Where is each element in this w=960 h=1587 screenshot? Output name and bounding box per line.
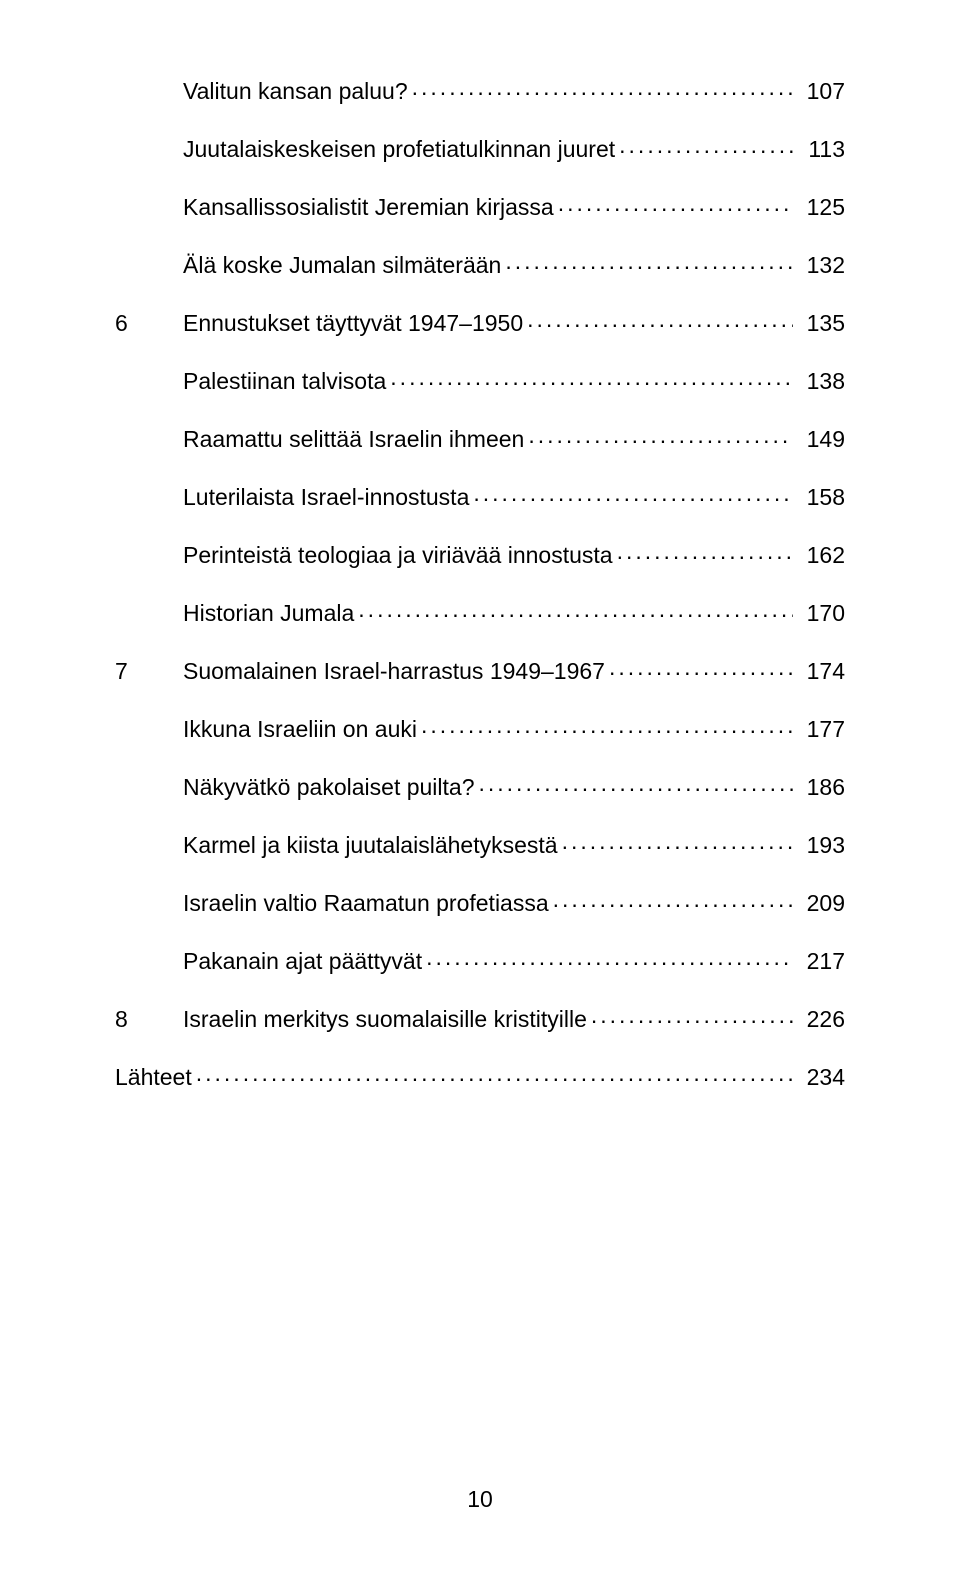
toc-page-number: 186 bbox=[797, 776, 845, 799]
toc-entry: 8 Israelin merkitys suomalaisille kristit… bbox=[115, 1004, 845, 1031]
toc-entry: Kansallissosialistit Jeremian kirjassa 12… bbox=[115, 192, 845, 219]
toc-title: Historian Jumala bbox=[183, 602, 354, 625]
dot-leader bbox=[505, 250, 793, 273]
dot-leader bbox=[609, 656, 793, 679]
toc-title: Ennustukset täyttyvät 1947–1950 bbox=[183, 312, 523, 335]
dot-leader bbox=[527, 308, 793, 331]
toc-title: Israelin valtio Raamatun profetiassa bbox=[183, 892, 549, 915]
dot-leader bbox=[562, 830, 793, 853]
chapter-number: 7 bbox=[115, 660, 153, 683]
toc-entry: 6 Ennustukset täyttyvät 1947–1950 135 bbox=[115, 308, 845, 335]
toc-page-number: 217 bbox=[797, 950, 845, 973]
toc-page-number: 177 bbox=[797, 718, 845, 741]
toc-page-number: 149 bbox=[797, 428, 845, 451]
dot-leader bbox=[473, 482, 793, 505]
page: Valitun kansan paluu?107Juutalaiskeskeis… bbox=[0, 0, 960, 1587]
chapter-number: 6 bbox=[115, 312, 153, 335]
toc-page-number: 125 bbox=[797, 196, 845, 219]
toc-entry: Näkyvätkö pakolaiset puilta? 186 bbox=[115, 772, 845, 799]
toc-title: Pakanain ajat päättyvät bbox=[183, 950, 422, 973]
dot-leader bbox=[412, 76, 793, 99]
toc-entry: Karmel ja kiista juutalaislähetyksestä 19… bbox=[115, 830, 845, 857]
dot-leader bbox=[390, 366, 793, 389]
toc-title: Perinteistä teologiaa ja viriävää innost… bbox=[183, 544, 613, 567]
toc-title: Ikkuna Israeliin on auki bbox=[183, 718, 417, 741]
dot-leader bbox=[358, 598, 793, 621]
toc-title: Näkyvätkö pakolaiset puilta? bbox=[183, 776, 475, 799]
toc-title: Luterilaista Israel-innostusta bbox=[183, 486, 469, 509]
toc-title: Raamattu selittää Israelin ihmeen bbox=[183, 428, 524, 451]
toc-title: Karmel ja kiista juutalaislähetyksestä bbox=[183, 834, 558, 857]
dot-leader bbox=[619, 134, 793, 157]
toc-page-number: 193 bbox=[797, 834, 845, 857]
dot-leader bbox=[196, 1062, 793, 1085]
toc-page-number: 132 bbox=[797, 254, 845, 277]
toc-title: Suomalainen Israel-harrastus 1949–1967 bbox=[183, 660, 605, 683]
dot-leader bbox=[426, 946, 793, 969]
table-of-contents: Valitun kansan paluu? 107 Juutalaiskeskeis… bbox=[115, 76, 845, 1089]
toc-title: Lähteet bbox=[115, 1066, 192, 1089]
toc-page-number: 162 bbox=[797, 544, 845, 567]
toc-page-number: 226 bbox=[797, 1008, 845, 1031]
toc-entry: Valitun kansan paluu? 107 bbox=[115, 76, 845, 103]
toc-page-number: 174 bbox=[797, 660, 845, 683]
toc-entry: 7 Suomalainen Israel-harrastus 1949–1967 1… bbox=[115, 656, 845, 683]
toc-entry: Älä koske Jumalan silmäterään 132 bbox=[115, 250, 845, 277]
toc-page-number: 158 bbox=[797, 486, 845, 509]
toc-title: Kansallissosialistit Jeremian kirjassa bbox=[183, 196, 554, 219]
toc-entry: Historian Jumala 170 bbox=[115, 598, 845, 625]
toc-entry: Perinteistä teologiaa ja viriävää innost… bbox=[115, 540, 845, 567]
toc-entry: Ikkuna Israeliin on auki 177 bbox=[115, 714, 845, 741]
dot-leader bbox=[617, 540, 793, 563]
chapter-number: 8 bbox=[115, 1008, 153, 1031]
toc-page-number: 113 bbox=[797, 138, 845, 161]
toc-page-number: 135 bbox=[797, 312, 845, 335]
toc-title: Älä koske Jumalan silmäterään bbox=[183, 254, 501, 277]
toc-page-number: 138 bbox=[797, 370, 845, 393]
toc-entry: Raamattu selittää Israelin ihmeen 149 bbox=[115, 424, 845, 451]
dot-leader bbox=[528, 424, 793, 447]
toc-title: Palestiinan talvisota bbox=[183, 370, 386, 393]
toc-entry: Palestiinan talvisota 138 bbox=[115, 366, 845, 393]
toc-entry: Israelin valtio Raamatun profetiassa 209 bbox=[115, 888, 845, 915]
toc-entry: Juutalaiskeskeisen profetiatulkinnan juu… bbox=[115, 134, 845, 161]
toc-entry: Lähteet 234 bbox=[115, 1062, 845, 1089]
toc-entry: Luterilaista Israel-innostusta 158 bbox=[115, 482, 845, 509]
page-number-footer: 10 bbox=[0, 1486, 960, 1513]
toc-title: Israelin merkitys suomalaisille kristity… bbox=[183, 1008, 587, 1031]
toc-page-number: 209 bbox=[797, 892, 845, 915]
dot-leader bbox=[558, 192, 793, 215]
dot-leader bbox=[553, 888, 793, 911]
dot-leader bbox=[421, 714, 793, 737]
dot-leader bbox=[479, 772, 794, 795]
toc-page-number: 170 bbox=[797, 602, 845, 625]
toc-title: Valitun kansan paluu? bbox=[183, 80, 408, 103]
dot-leader bbox=[591, 1004, 793, 1027]
toc-entry: Pakanain ajat päättyvät 217 bbox=[115, 946, 845, 973]
toc-page-number: 234 bbox=[797, 1066, 845, 1089]
toc-title: Juutalaiskeskeisen profetiatulkinnan juu… bbox=[183, 138, 615, 161]
toc-page-number: 107 bbox=[797, 80, 845, 103]
